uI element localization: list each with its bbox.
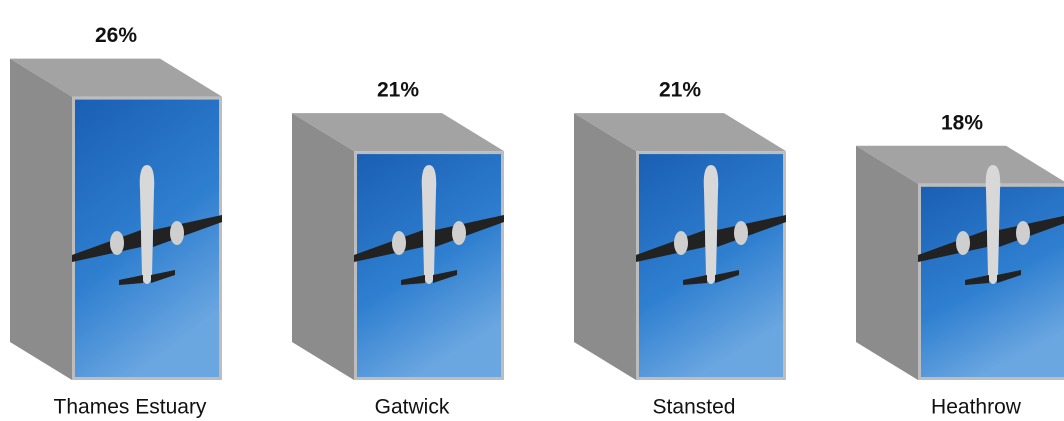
x-tick-label: Thames Estuary: [54, 396, 207, 419]
x-tick-label: Gatwick: [375, 396, 450, 419]
value-label: 21%: [659, 79, 701, 102]
box: [292, 113, 504, 380]
box-side: [574, 113, 636, 380]
box: [574, 113, 786, 380]
box: [10, 58, 222, 380]
x-tick-label: Stansted: [653, 396, 736, 419]
box: [856, 145, 1064, 380]
value-label: 26%: [95, 24, 137, 47]
box-top: [292, 113, 504, 152]
value-label: 18%: [941, 111, 983, 134]
box-top: [10, 58, 222, 97]
box-side: [10, 58, 72, 380]
box-side: [292, 113, 354, 380]
box-side: [856, 145, 918, 380]
value-label: 21%: [377, 79, 419, 102]
box-top: [856, 145, 1064, 184]
x-tick-label: Heathrow: [931, 396, 1022, 419]
box-top: [574, 113, 786, 152]
